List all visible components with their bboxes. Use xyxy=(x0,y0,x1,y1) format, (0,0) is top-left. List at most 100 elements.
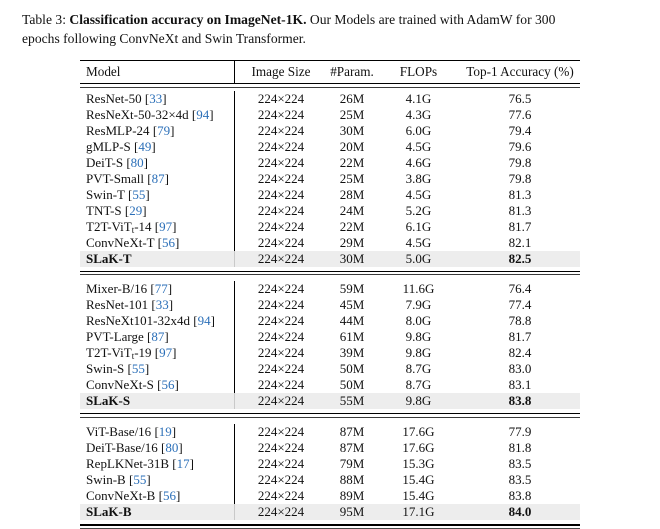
table-bottom-rule xyxy=(80,524,580,529)
citation-link[interactable]: 80 xyxy=(131,155,144,170)
model-cell: ResNeXt-50-32×4d [94] xyxy=(80,107,234,123)
params-cell: 50M xyxy=(327,361,377,377)
image-size-cell: 224×224 xyxy=(234,155,327,171)
citation-link[interactable]: 97 xyxy=(159,219,172,234)
model-name: TNT-S xyxy=(86,203,122,218)
image-size-cell: 224×224 xyxy=(234,456,327,472)
citation-link[interactable]: 80 xyxy=(165,440,178,455)
citation-link[interactable]: 33 xyxy=(156,297,169,312)
model-name: ResNet-50 xyxy=(86,91,142,106)
model-name: ResNet-101 xyxy=(86,297,148,312)
accuracy-cell: 79.8 xyxy=(460,155,580,171)
flops-cell: 4.6G xyxy=(377,155,460,171)
accuracy-cell: 76.5 xyxy=(460,91,580,107)
citation-link[interactable]: 49 xyxy=(138,139,151,154)
citation-link[interactable]: 19 xyxy=(159,424,172,439)
model-name: DeiT-Base/16 xyxy=(86,440,158,455)
model-name: ConvNeXt-B xyxy=(86,488,155,503)
model-name: Swin-B xyxy=(86,472,126,487)
params-cell: 25M xyxy=(327,171,377,187)
accuracy-cell: 83.8 xyxy=(460,393,580,409)
citation-link[interactable]: 33 xyxy=(149,91,162,106)
model-cell: Swin-T [55] xyxy=(80,187,234,203)
image-size-cell: 224×224 xyxy=(234,107,327,123)
citation-link[interactable]: 17 xyxy=(177,456,190,471)
model-cell: SLaK-S xyxy=(80,393,234,409)
caption-rest-line1: Our Models are trained with AdamW for 30… xyxy=(306,12,555,27)
model-cell: ConvNeXt-S [56] xyxy=(80,377,234,393)
params-cell: 87M xyxy=(327,440,377,456)
model-cell: ResNet-50 [33] xyxy=(80,91,234,107)
params-cell: 45M xyxy=(327,297,377,313)
image-size-cell: 224×224 xyxy=(234,377,327,393)
citation-link[interactable]: 29 xyxy=(129,203,142,218)
model-cell: DeiT-Base/16 [80] xyxy=(80,440,234,456)
accuracy-cell: 82.1 xyxy=(460,235,580,251)
image-size-cell: 224×224 xyxy=(234,440,327,456)
image-size-cell: 224×224 xyxy=(234,251,327,267)
model-cell: ConvNeXt-B [56] xyxy=(80,488,234,504)
citation-link[interactable]: 56 xyxy=(163,488,176,503)
flops-cell: 9.8G xyxy=(377,393,460,409)
caption-bold-title: Classification accuracy on ImageNet-1K. xyxy=(69,12,306,27)
accuracy-cell: 81.8 xyxy=(460,440,580,456)
citation-link[interactable]: 87 xyxy=(152,171,165,186)
citation-link[interactable]: 77 xyxy=(155,281,168,296)
params-cell: 25M xyxy=(327,107,377,123)
citation-link[interactable]: 87 xyxy=(151,329,164,344)
flops-cell: 6.1G xyxy=(377,219,460,235)
caption-prefix: Table 3: xyxy=(22,12,69,27)
citation-link[interactable]: 94 xyxy=(196,107,209,122)
image-size-cell: 224×224 xyxy=(234,187,327,203)
image-size-cell: 224×224 xyxy=(234,313,327,329)
citation-link[interactable]: 94 xyxy=(198,313,211,328)
model-name: RepLKNet-31B xyxy=(86,456,169,471)
table-caption: Table 3: Classification accuracy on Imag… xyxy=(22,10,638,48)
params-cell: 95M xyxy=(327,504,377,520)
image-size-cell: 224×224 xyxy=(234,488,327,504)
accuracy-cell: 83.5 xyxy=(460,472,580,488)
accuracy-cell: 83.0 xyxy=(460,361,580,377)
model-cell: Mixer-B/16 [77] xyxy=(80,281,234,297)
model-name: ConvNeXt-T xyxy=(86,235,154,250)
params-cell: 30M xyxy=(327,123,377,139)
accuracy-cell: 77.6 xyxy=(460,107,580,123)
model-cell: PVT-Small [87] xyxy=(80,171,234,187)
params-cell: 22M xyxy=(327,219,377,235)
params-cell: 61M xyxy=(327,329,377,345)
citation-link[interactable]: 56 xyxy=(161,377,174,392)
image-size-cell: 224×224 xyxy=(234,472,327,488)
flops-cell: 15.3G xyxy=(377,456,460,472)
citation-link[interactable]: 97 xyxy=(159,345,172,360)
citation-link[interactable]: 55 xyxy=(132,187,145,202)
flops-cell: 8.7G xyxy=(377,377,460,393)
citation-link[interactable]: 79 xyxy=(157,123,170,138)
citation-link[interactable]: 55 xyxy=(133,472,146,487)
model-name: ResMLP-24 xyxy=(86,123,150,138)
flops-cell: 5.0G xyxy=(377,251,460,267)
citation-link[interactable]: 55 xyxy=(132,361,145,376)
model-name: T2T-ViTt-19 xyxy=(86,345,152,360)
model-name: ConvNeXt-S xyxy=(86,377,154,392)
image-size-cell: 224×224 xyxy=(234,203,327,219)
image-size-cell: 224×224 xyxy=(234,504,327,520)
model-cell: DeiT-S [80] xyxy=(80,155,234,171)
citation-link[interactable]: 56 xyxy=(162,235,175,250)
accuracy-cell: 77.9 xyxy=(460,424,580,440)
image-size-cell: 224×224 xyxy=(234,361,327,377)
